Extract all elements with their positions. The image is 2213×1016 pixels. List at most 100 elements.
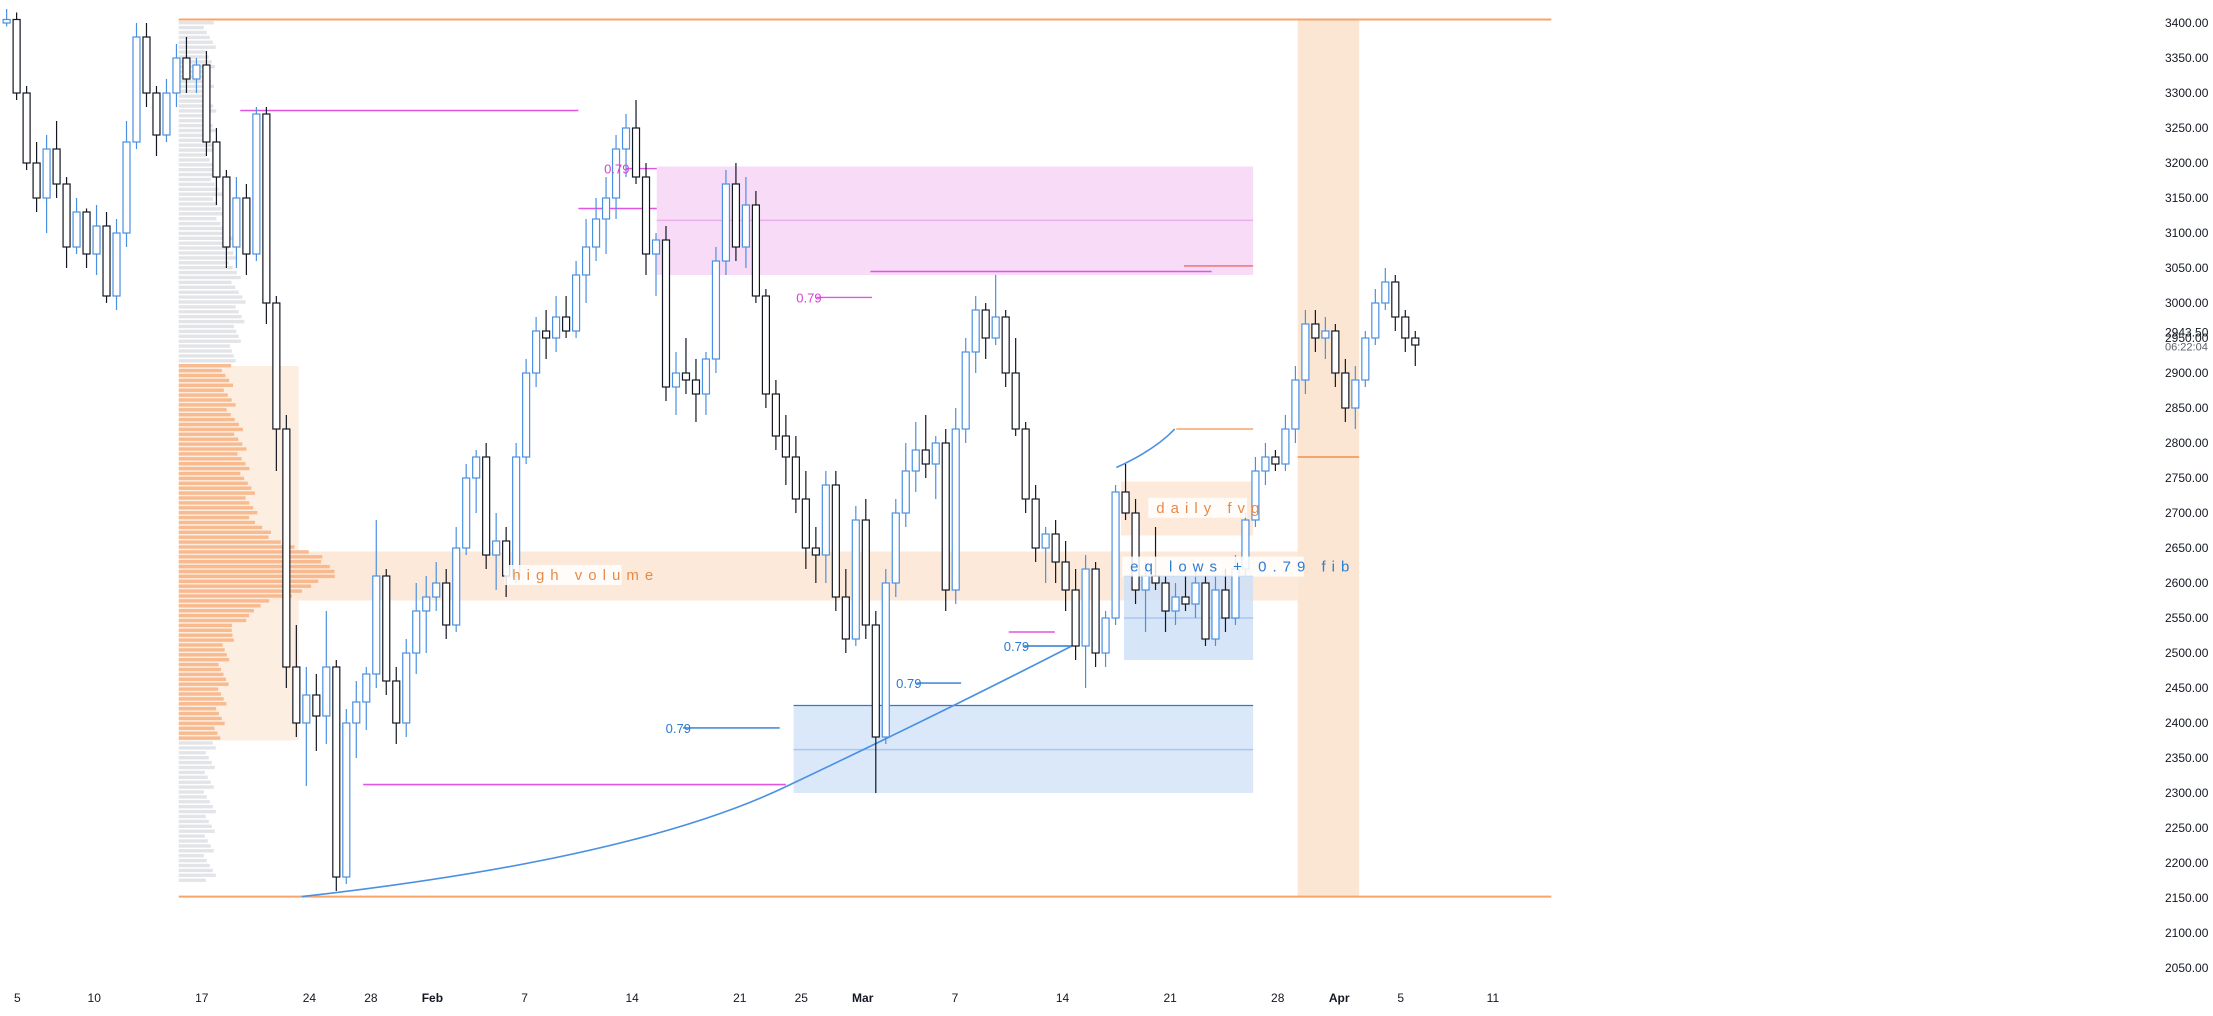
volume-profile-bar <box>178 550 309 554</box>
volume-profile-bar <box>178 770 205 775</box>
candle <box>841 569 850 653</box>
volume-profile-bar <box>178 736 221 740</box>
candle <box>392 667 401 744</box>
high-volume-band <box>178 551 1298 601</box>
candle-body <box>1261 456 1270 472</box>
volume-profile-bar <box>178 628 232 632</box>
candle <box>62 177 71 268</box>
candle-body <box>402 652 411 724</box>
volume-profile-bar <box>178 241 225 245</box>
time-tick-label: 10 <box>88 991 102 1005</box>
candle-body <box>262 113 271 304</box>
volume-profile-bar <box>178 643 223 647</box>
candle-body <box>691 379 701 395</box>
eq-lows-label: eq lows + 0.79 fib <box>1130 559 1355 576</box>
time-tick-label: 21 <box>733 991 747 1005</box>
zones-layer <box>178 19 1360 897</box>
volume-profile-bar <box>178 329 237 334</box>
candle-body <box>32 162 41 199</box>
candle <box>931 436 940 499</box>
volume-profile-bar <box>178 236 234 240</box>
volume-profile-bar <box>178 780 211 784</box>
volume-profile-bar <box>178 868 213 873</box>
candle-body <box>382 575 391 682</box>
price-tick-label: 2450.00 <box>2165 681 2209 695</box>
volume-profile-bar <box>178 60 212 64</box>
time-tick-label: 11 <box>1487 991 1500 1005</box>
candle-body <box>1141 575 1150 591</box>
fib-label: 0.79 <box>1004 639 1029 654</box>
candle-body <box>711 260 721 360</box>
candle <box>641 163 651 275</box>
candle-body <box>1181 596 1190 605</box>
candle <box>1021 422 1030 513</box>
volume-profile-bar <box>178 790 204 794</box>
candle-body <box>731 183 741 248</box>
volume-profile-bar <box>178 221 221 226</box>
candle <box>981 303 990 359</box>
candle-body <box>1101 617 1110 654</box>
candle-body <box>12 18 21 94</box>
candle <box>1071 569 1080 660</box>
candle-body <box>42 148 51 199</box>
candle <box>1081 555 1090 688</box>
daily-fvg-label: daily fvg <box>1156 500 1265 517</box>
candle <box>651 233 661 296</box>
volume-profile-bar <box>178 545 295 549</box>
volume-profile-bar <box>178 45 216 49</box>
candle <box>72 198 81 254</box>
candle-body <box>881 582 890 738</box>
volume-profile-bar <box>178 50 206 54</box>
candle-body <box>542 330 551 339</box>
candle-body <box>222 176 231 248</box>
volume-profile-bar <box>178 158 210 162</box>
price-tick-label: 2250.00 <box>2165 821 2209 835</box>
candle <box>432 562 441 611</box>
candle <box>22 86 31 170</box>
volume-profile-bar <box>178 25 204 30</box>
candle <box>92 205 101 275</box>
candle <box>172 44 181 107</box>
candle-body <box>1011 372 1020 430</box>
price-tick-label: 2100.00 <box>2165 926 2209 940</box>
candle <box>1001 310 1010 387</box>
candle <box>322 611 331 744</box>
volume-profile-bar <box>178 721 225 726</box>
candle-body <box>1191 582 1200 605</box>
volume-profile-bar <box>178 462 246 466</box>
candle-body <box>601 197 611 220</box>
candle <box>1171 583 1180 625</box>
volume-profile-bar <box>178 168 217 172</box>
volume-profile-bar <box>178 677 227 681</box>
candle-body <box>442 582 451 626</box>
volume-profile-bar <box>178 192 223 196</box>
volume-profile-bar <box>178 692 221 696</box>
candle-body <box>1071 589 1080 647</box>
candle <box>442 569 451 639</box>
volume-profile-bar <box>178 133 207 138</box>
candle <box>871 611 880 793</box>
price-tick-label: 2300.00 <box>2165 786 2209 800</box>
candle <box>32 142 41 212</box>
candle <box>162 79 171 142</box>
candle-body <box>941 442 950 591</box>
candle <box>891 499 900 597</box>
volume-profile-bar <box>178 496 246 500</box>
candle <box>282 415 291 688</box>
candle-body <box>52 148 61 185</box>
candle <box>1301 310 1310 394</box>
candle-body <box>561 316 571 332</box>
volume-profile-bar <box>178 618 247 623</box>
volume-profile-bar <box>178 834 205 838</box>
candle-body <box>641 176 651 255</box>
candle <box>611 135 621 219</box>
candle-body <box>2 18 11 24</box>
candle <box>1371 289 1380 345</box>
candle-body <box>492 540 501 556</box>
candle <box>1261 443 1270 485</box>
price-tick-label: 2850.00 <box>2165 401 2209 415</box>
volume-profile-bar <box>178 251 234 255</box>
candle <box>771 380 780 450</box>
volume-profile-bar <box>178 437 239 441</box>
